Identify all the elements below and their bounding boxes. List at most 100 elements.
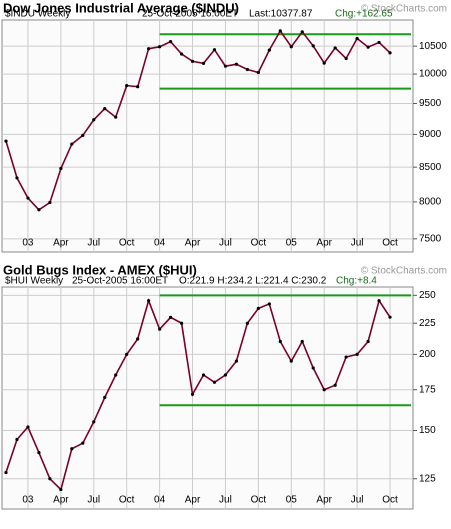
y-tick-label: 150 [419, 425, 436, 436]
price-point [289, 45, 293, 49]
price-point [311, 44, 315, 48]
price-point [168, 40, 173, 44]
price-line [5, 29, 391, 211]
price-point [245, 321, 249, 325]
y-tick-label: 175 [419, 384, 436, 395]
info-text: 25-Oct-2005 16:00ET [72, 276, 168, 287]
price-point [223, 373, 228, 377]
y-tick-label: 8500 [419, 162, 442, 173]
price-point [234, 359, 239, 363]
price-point [190, 392, 195, 396]
y-tick-label: 9000 [419, 129, 442, 140]
price-point [37, 208, 41, 212]
price-point [388, 315, 392, 319]
price-point [125, 352, 129, 356]
price-point [245, 67, 249, 72]
price-point [300, 30, 304, 34]
plot-area [1, 286, 414, 510]
price-point [15, 437, 19, 442]
y-tick-label: 250 [419, 290, 436, 301]
x-tick-label: Jul [351, 238, 364, 249]
y-tick-label: 10000 [419, 69, 447, 80]
x-tick-label: Oct [382, 238, 398, 249]
x-tick-label: Oct [251, 495, 267, 506]
price-point [59, 487, 63, 492]
y-tick-label: 7500 [419, 234, 442, 245]
x-tick-label: Apr [53, 495, 69, 506]
x-tick-label: Oct [119, 495, 135, 506]
x-tick-label: Jul [351, 495, 364, 506]
price-point [234, 62, 239, 66]
x-tick-label: Oct [382, 495, 398, 506]
x-tick-label: Oct [119, 238, 135, 249]
price-point [201, 61, 206, 66]
price-point [388, 51, 392, 55]
price-point [70, 142, 74, 146]
price-point [278, 29, 282, 33]
x-tick-label: 04 [154, 495, 166, 506]
x-tick-label: Jul [87, 495, 100, 506]
price-point [114, 373, 118, 377]
price-point [300, 339, 304, 344]
price-point [103, 395, 107, 399]
price-point [70, 447, 74, 451]
price-point [322, 388, 326, 392]
price-point [59, 166, 63, 171]
price-point [333, 383, 337, 387]
price-point [289, 359, 293, 363]
price-point [366, 45, 370, 49]
price-point [212, 48, 217, 52]
price-point [212, 380, 217, 384]
price-point [355, 36, 359, 41]
y-tick-label: 10500 [419, 41, 447, 52]
price-point [179, 321, 184, 325]
price-point [366, 339, 370, 344]
price-point [26, 196, 30, 200]
plot-area [1, 19, 414, 253]
price-point [125, 83, 129, 88]
chart-title: Dow Jones Industrial Average ($INDU) [3, 0, 239, 15]
y-tick-label: 9500 [419, 98, 442, 109]
y-tick-label: 125 [419, 473, 436, 484]
info-text: $HUI Weekly [5, 276, 63, 287]
price-point [37, 450, 41, 455]
x-tick-label: 03 [22, 495, 34, 506]
x-tick-label: Apr [185, 238, 201, 249]
price-point [377, 40, 381, 45]
x-tick-label: 05 [286, 495, 298, 506]
info-text: Last:10377.87 [249, 9, 313, 20]
x-tick-label: 05 [286, 238, 298, 249]
price-point [158, 327, 162, 331]
price-point [114, 115, 118, 119]
price-point [4, 139, 8, 143]
price-point [333, 46, 337, 50]
price-point [81, 133, 85, 137]
price-point [158, 45, 162, 49]
price-point [267, 302, 271, 306]
price-point [267, 48, 271, 52]
x-tick-label: Apr [185, 495, 201, 506]
price-point [26, 425, 30, 429]
price-line [5, 298, 391, 492]
price-point [377, 299, 381, 303]
info-text: $INDU Weekly [5, 9, 70, 20]
price-point [147, 299, 151, 303]
x-tick-label: Apr [53, 238, 69, 249]
info-text: Chg:+162.65 [335, 9, 393, 20]
price-point [92, 118, 96, 122]
price-point [322, 61, 326, 65]
price-point [256, 70, 260, 75]
x-tick-label: Jul [219, 495, 232, 506]
price-point [223, 64, 228, 68]
x-tick-label: 04 [154, 238, 166, 249]
watermark: © StockCharts.com [361, 266, 447, 277]
price-point [15, 176, 19, 180]
watermark: © StockCharts.com [361, 4, 447, 15]
x-tick-label: Apr [316, 238, 332, 249]
price-point [136, 337, 140, 341]
price-point [256, 306, 260, 310]
info-text: Chg:+8.4 [336, 276, 377, 287]
y-tick-label: 225 [419, 318, 436, 329]
price-point [48, 477, 52, 481]
